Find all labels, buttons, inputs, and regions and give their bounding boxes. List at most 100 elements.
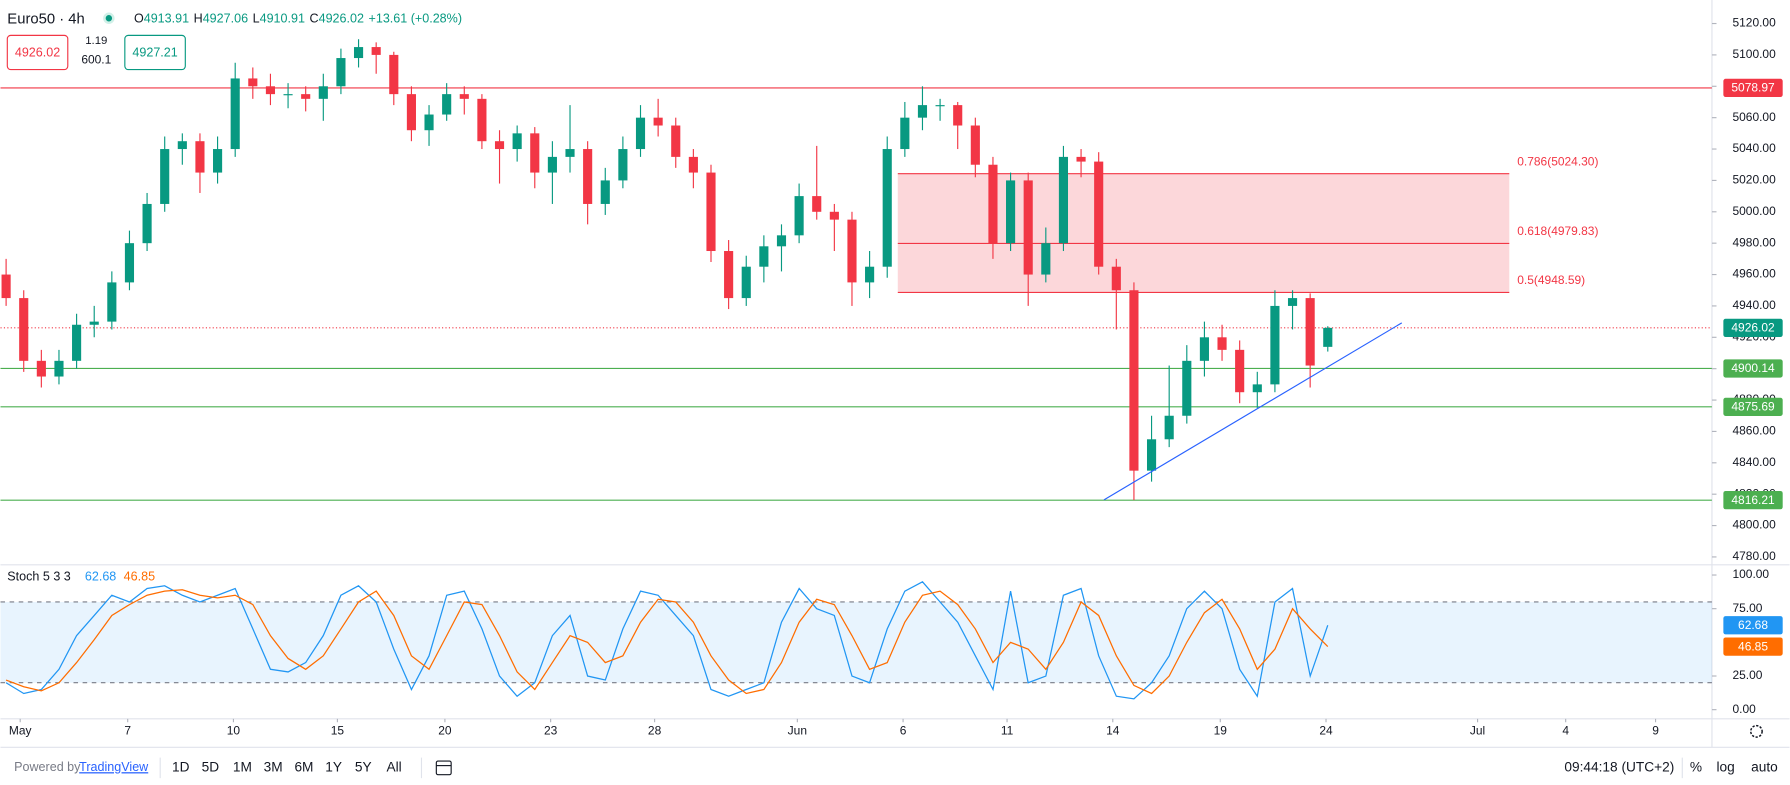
candle-body [160, 149, 170, 204]
candle-body [794, 196, 804, 236]
level-tag [1723, 491, 1783, 510]
indicator-value: 46.85 [124, 570, 155, 584]
y-tick-label: 5060.00 [1732, 110, 1776, 124]
range-button[interactable]: 1M [233, 759, 252, 774]
candle-body [847, 219, 857, 283]
range-button[interactable]: 1Y [325, 759, 342, 774]
candle-body [124, 243, 135, 283]
range-button[interactable]: 3M [264, 759, 283, 774]
y-tick-label: 0.00 [1732, 702, 1756, 716]
stoch-band [0, 601, 1712, 683]
candle-body [248, 78, 258, 87]
candle-body [283, 94, 293, 96]
range-button[interactable]: 1D [172, 759, 190, 774]
candle-body [1129, 290, 1139, 471]
y-tick-label: 5000.00 [1732, 204, 1776, 218]
main-pane: 0.786(5024.30) 0.618(4979.83) 0.5(4948.59) [0, 39, 1712, 501]
level-tag-label: 4900.14 [1731, 361, 1775, 375]
fib-label: 0.618(4979.83) [1517, 224, 1598, 238]
candle-body [917, 105, 928, 118]
candle-body [1111, 266, 1121, 291]
brand-link[interactable]: TradingView [79, 760, 149, 774]
candle-body [653, 117, 663, 126]
ohlc-key: C [310, 12, 319, 26]
x-tick-label: 10 [227, 724, 241, 738]
candle-body [829, 211, 839, 220]
buy-button[interactable] [124, 34, 186, 71]
last-price-tag [1723, 318, 1783, 337]
candle-body [1235, 349, 1245, 393]
candle-body [424, 114, 434, 131]
y-tick-label: 4860.00 [1732, 424, 1776, 438]
percent-toggle[interactable]: % [1690, 759, 1702, 774]
candle-body [36, 360, 46, 377]
ohlc-key: L [253, 12, 260, 26]
candle-body [442, 94, 452, 115]
x-tick-label: 15 [331, 724, 345, 738]
candle-body [336, 58, 346, 87]
calendar-icon[interactable] [435, 760, 452, 776]
auto-toggle[interactable]: auto [1751, 759, 1778, 774]
indicator-tag-label: 62.68 [1738, 618, 1768, 632]
candle-body [583, 149, 593, 204]
range-button[interactable]: All [386, 759, 401, 774]
candle-body [406, 94, 416, 131]
x-tick-label: 14 [1106, 724, 1120, 738]
indicator-tag [1723, 616, 1783, 635]
candle-body [1041, 243, 1051, 275]
buy-price[interactable]: 4927.21 [132, 45, 177, 59]
x-tick-label: Jun [788, 724, 807, 738]
candle-body [565, 149, 575, 157]
candle-body [301, 94, 311, 99]
sell-button[interactable] [6, 34, 69, 71]
y-tick-label: 4800.00 [1732, 518, 1776, 532]
candle-body [988, 164, 998, 244]
candle-body [371, 47, 381, 55]
candle-body [107, 282, 117, 322]
candle-body [1323, 327, 1333, 347]
candle-body [706, 172, 716, 252]
settings-icon[interactable] [1749, 724, 1763, 738]
level-tag [1723, 397, 1783, 416]
candle-body [318, 86, 328, 99]
candle-body [89, 321, 99, 325]
clock: 09:44:18 (UTC+2) [1564, 759, 1674, 774]
range-button[interactable]: 6M [294, 759, 313, 774]
candle-body [1270, 305, 1280, 385]
last-price-tag-label: 4926.02 [1731, 321, 1775, 335]
y-tick-label: 5120.00 [1732, 16, 1776, 30]
x-tick-label: 20 [438, 724, 452, 738]
candle-body [530, 133, 540, 173]
stoch-line [5, 589, 1329, 695]
candle-body [882, 149, 892, 267]
symbol[interactable]: Euro50 · 4h [7, 11, 85, 27]
y-tick-label: 5040.00 [1732, 141, 1776, 155]
candle-body [195, 141, 205, 173]
candle-body [953, 105, 963, 126]
indicator-title[interactable]: Stoch 5 3 3 [7, 570, 70, 584]
x-tick-label: 23 [544, 724, 558, 738]
candle-body [1287, 298, 1298, 306]
candle-body [547, 156, 557, 173]
range-button[interactable]: 5Y [355, 759, 372, 774]
candle-body [776, 235, 787, 247]
y-tick-label: 100.00 [1732, 567, 1769, 581]
indicator-tag-label: 46.85 [1738, 639, 1768, 653]
candle-body [142, 203, 152, 244]
x-tick-label: 4 [1562, 724, 1569, 738]
trendline [1103, 322, 1403, 501]
ohlc-legend: O4913.91 H4927.06 L4910.91 C4926.02 +13.61 (… [134, 12, 462, 26]
candle-body [265, 86, 276, 95]
candle-body [635, 117, 646, 150]
range-button[interactable]: 5D [202, 759, 220, 774]
y-tick-label: 5100.00 [1732, 47, 1776, 61]
x-tick-label: 24 [1319, 724, 1333, 738]
sell-price[interactable]: 4926.02 [15, 45, 60, 59]
candle-body [353, 47, 364, 59]
log-toggle[interactable]: log [1717, 759, 1735, 774]
volume: 600.1 [81, 53, 111, 67]
candle-body [1252, 384, 1262, 393]
candle-body [1, 274, 11, 299]
level-tag-label: 5078.97 [1731, 81, 1775, 95]
